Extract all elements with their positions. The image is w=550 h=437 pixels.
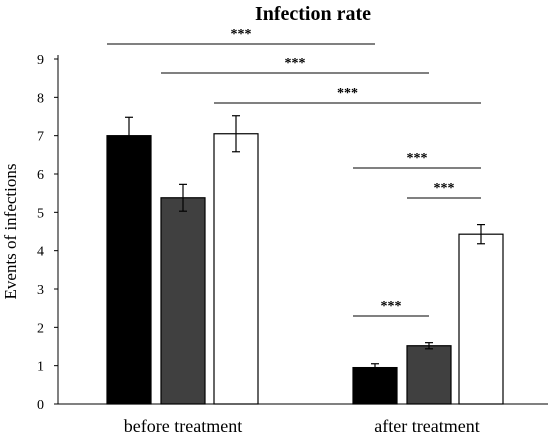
chart-title: Infection rate xyxy=(255,3,371,25)
y-tick-label: 6 xyxy=(37,168,44,183)
y-tick-label: 1 xyxy=(37,360,44,375)
significance-brackets: *** *** *** *** *** *** xyxy=(107,27,481,317)
y-tick-label: 9 xyxy=(37,53,44,68)
error-bars xyxy=(125,115,485,373)
y-ticks: 0 1 2 3 4 5 6 7 8 9 xyxy=(37,53,58,413)
y-tick-label: 5 xyxy=(37,206,44,221)
x-tick-label: before treatment xyxy=(124,416,242,436)
bar xyxy=(458,233,504,405)
y-tick-label: 0 xyxy=(37,398,44,413)
significance-label: *** xyxy=(381,299,402,314)
x-tick-labels: before treatment after treatment xyxy=(124,416,480,436)
significance-label: *** xyxy=(231,27,252,42)
bar xyxy=(406,345,452,405)
y-tick-label: 7 xyxy=(37,130,44,145)
bar xyxy=(160,197,206,405)
significance-label: *** xyxy=(337,86,358,101)
significance-label: *** xyxy=(407,151,428,166)
bar xyxy=(106,135,152,405)
bars xyxy=(106,133,504,405)
significance-label: *** xyxy=(434,181,455,196)
y-tick-label: 2 xyxy=(37,321,44,336)
bar xyxy=(352,366,398,405)
x-tick-label: after treatment xyxy=(374,416,479,436)
significance-label: *** xyxy=(285,56,306,71)
y-axis-label: Events of infections xyxy=(1,164,20,300)
y-tick-label: 4 xyxy=(37,245,44,260)
y-tick-label: 3 xyxy=(37,283,44,298)
y-tick-label: 8 xyxy=(37,91,44,106)
bar xyxy=(213,133,259,405)
